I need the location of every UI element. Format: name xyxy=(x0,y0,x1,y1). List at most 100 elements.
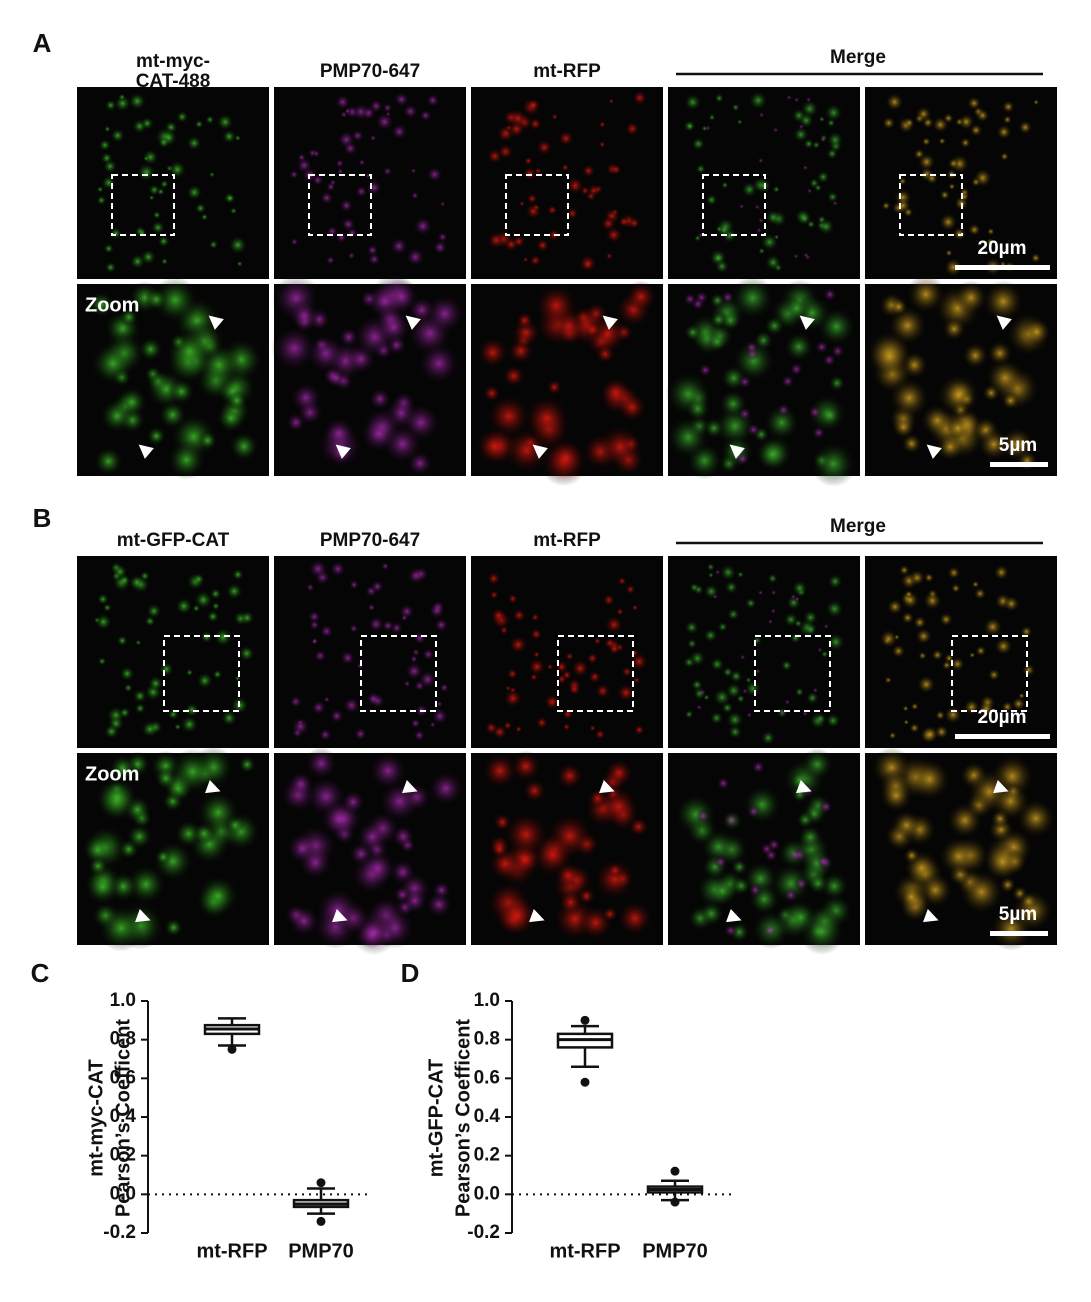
signal xyxy=(152,210,162,220)
signal xyxy=(949,656,965,672)
signal xyxy=(305,333,346,374)
signal xyxy=(621,665,633,678)
signal xyxy=(968,651,976,659)
signal xyxy=(522,166,538,181)
signal xyxy=(99,398,135,434)
signal xyxy=(982,280,1025,323)
column-header: PMP70-647 xyxy=(320,530,420,551)
signal xyxy=(794,596,801,603)
signal xyxy=(916,674,936,694)
signal xyxy=(98,138,112,152)
arrowhead xyxy=(205,780,221,794)
signal xyxy=(186,184,203,201)
signal xyxy=(97,904,145,952)
signal xyxy=(921,136,932,147)
signal xyxy=(311,699,327,716)
signal xyxy=(601,905,619,923)
signal xyxy=(746,712,753,719)
signal xyxy=(975,108,990,123)
signal xyxy=(736,118,743,126)
signal xyxy=(967,223,981,237)
signal xyxy=(825,712,841,729)
signal xyxy=(404,661,424,681)
signal xyxy=(625,584,636,595)
signal xyxy=(830,344,845,359)
signal xyxy=(814,339,829,354)
signal xyxy=(145,603,162,620)
y-tick-label: 1.0 xyxy=(474,990,500,1011)
signal xyxy=(409,717,421,729)
signal xyxy=(731,875,752,896)
signal xyxy=(110,127,126,144)
signal xyxy=(393,885,412,904)
scale-bar xyxy=(990,931,1048,936)
signal xyxy=(934,724,950,740)
signal xyxy=(904,589,914,599)
roi-box xyxy=(702,174,766,236)
signal xyxy=(723,923,738,938)
signal xyxy=(666,415,710,460)
y-axis-label: Pearson’s Coefficent xyxy=(452,1019,474,1218)
signal xyxy=(523,156,534,166)
signal xyxy=(822,287,837,302)
signal xyxy=(939,189,951,201)
signal xyxy=(748,882,763,897)
signal xyxy=(984,357,1026,399)
signal xyxy=(380,561,390,571)
signal xyxy=(746,422,761,437)
signal xyxy=(329,179,337,186)
signal xyxy=(888,377,930,419)
signal xyxy=(713,855,728,870)
signal xyxy=(368,387,392,411)
signal xyxy=(822,353,837,368)
arrowhead xyxy=(602,315,618,330)
signal xyxy=(610,163,622,176)
signal xyxy=(355,820,390,854)
signal xyxy=(486,230,506,250)
x-tick-label: PMP70 xyxy=(288,1240,354,1262)
signal xyxy=(938,836,979,877)
signal xyxy=(773,233,780,241)
signal xyxy=(486,571,501,586)
signal xyxy=(212,669,223,680)
signal xyxy=(709,710,724,726)
scale-bar xyxy=(955,734,1050,739)
signal xyxy=(159,179,170,189)
signal xyxy=(546,379,563,396)
signal xyxy=(818,404,841,427)
signal xyxy=(819,799,834,814)
signal xyxy=(810,440,857,487)
signal xyxy=(339,650,356,666)
signal xyxy=(506,667,519,680)
signal xyxy=(719,563,737,581)
signal xyxy=(319,190,334,205)
signal xyxy=(957,113,975,131)
scale-label: 5µm xyxy=(999,435,1037,456)
signal xyxy=(289,381,323,414)
signal xyxy=(720,290,735,305)
signal xyxy=(616,899,654,937)
roi-box xyxy=(360,635,437,712)
signal xyxy=(764,848,779,863)
signal xyxy=(770,589,777,596)
panel-label: D xyxy=(401,958,420,988)
signal xyxy=(770,608,777,615)
signal xyxy=(709,656,725,672)
arrowhead xyxy=(405,315,421,330)
signal xyxy=(881,201,891,211)
signal xyxy=(312,149,321,158)
signal xyxy=(546,204,558,216)
signal xyxy=(475,427,514,466)
scale-label: 5µm xyxy=(999,904,1037,925)
signal xyxy=(812,687,819,694)
signal xyxy=(722,666,734,678)
signal xyxy=(287,904,321,938)
signal xyxy=(973,587,987,601)
signal xyxy=(103,723,120,740)
signal xyxy=(608,642,621,656)
signal xyxy=(369,134,377,142)
signal xyxy=(329,708,345,724)
signal xyxy=(290,716,311,737)
signal xyxy=(112,563,128,580)
signal xyxy=(507,593,519,605)
